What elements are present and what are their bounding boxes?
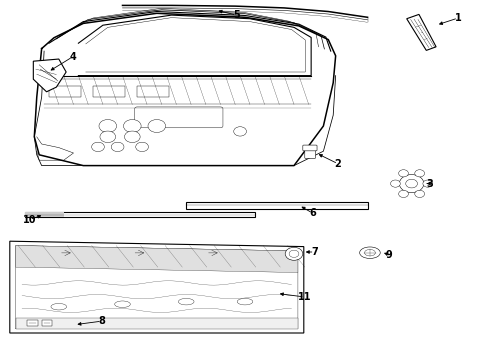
Ellipse shape [51, 303, 67, 310]
Polygon shape [186, 202, 368, 209]
Ellipse shape [178, 298, 194, 305]
Circle shape [99, 120, 117, 132]
Polygon shape [407, 14, 436, 50]
Circle shape [423, 180, 433, 187]
Circle shape [406, 179, 417, 188]
Circle shape [391, 180, 400, 187]
Bar [137, 86, 169, 97]
Ellipse shape [360, 247, 380, 258]
Circle shape [123, 120, 141, 132]
Circle shape [415, 190, 424, 198]
Text: 6: 6 [309, 208, 316, 218]
Polygon shape [16, 318, 298, 329]
Ellipse shape [237, 298, 253, 305]
Circle shape [285, 247, 303, 260]
Text: 4: 4 [69, 52, 76, 62]
FancyBboxPatch shape [305, 148, 316, 158]
Polygon shape [10, 241, 304, 333]
FancyBboxPatch shape [42, 320, 52, 326]
Polygon shape [24, 212, 64, 217]
Text: 8: 8 [98, 316, 105, 326]
Circle shape [399, 175, 424, 193]
Text: 5: 5 [233, 10, 240, 20]
Circle shape [289, 250, 299, 257]
Text: 2: 2 [335, 159, 342, 169]
Polygon shape [24, 212, 255, 217]
Polygon shape [33, 59, 66, 92]
Text: 11: 11 [298, 292, 312, 302]
Circle shape [398, 190, 408, 198]
FancyBboxPatch shape [27, 320, 38, 326]
Polygon shape [16, 246, 298, 273]
Circle shape [100, 131, 116, 143]
Circle shape [136, 142, 148, 152]
Text: 10: 10 [23, 215, 36, 225]
Circle shape [124, 131, 140, 143]
Circle shape [111, 142, 124, 152]
Text: 1: 1 [455, 13, 462, 23]
Text: 9: 9 [385, 249, 392, 260]
Circle shape [92, 142, 104, 152]
Circle shape [415, 170, 424, 177]
Circle shape [399, 170, 408, 177]
Text: 7: 7 [311, 247, 318, 257]
Bar [49, 86, 81, 97]
Ellipse shape [365, 249, 375, 256]
Circle shape [234, 127, 246, 136]
Bar [93, 86, 125, 97]
Circle shape [148, 120, 166, 132]
FancyBboxPatch shape [303, 145, 317, 151]
Text: 3: 3 [427, 179, 434, 189]
Ellipse shape [115, 301, 130, 307]
